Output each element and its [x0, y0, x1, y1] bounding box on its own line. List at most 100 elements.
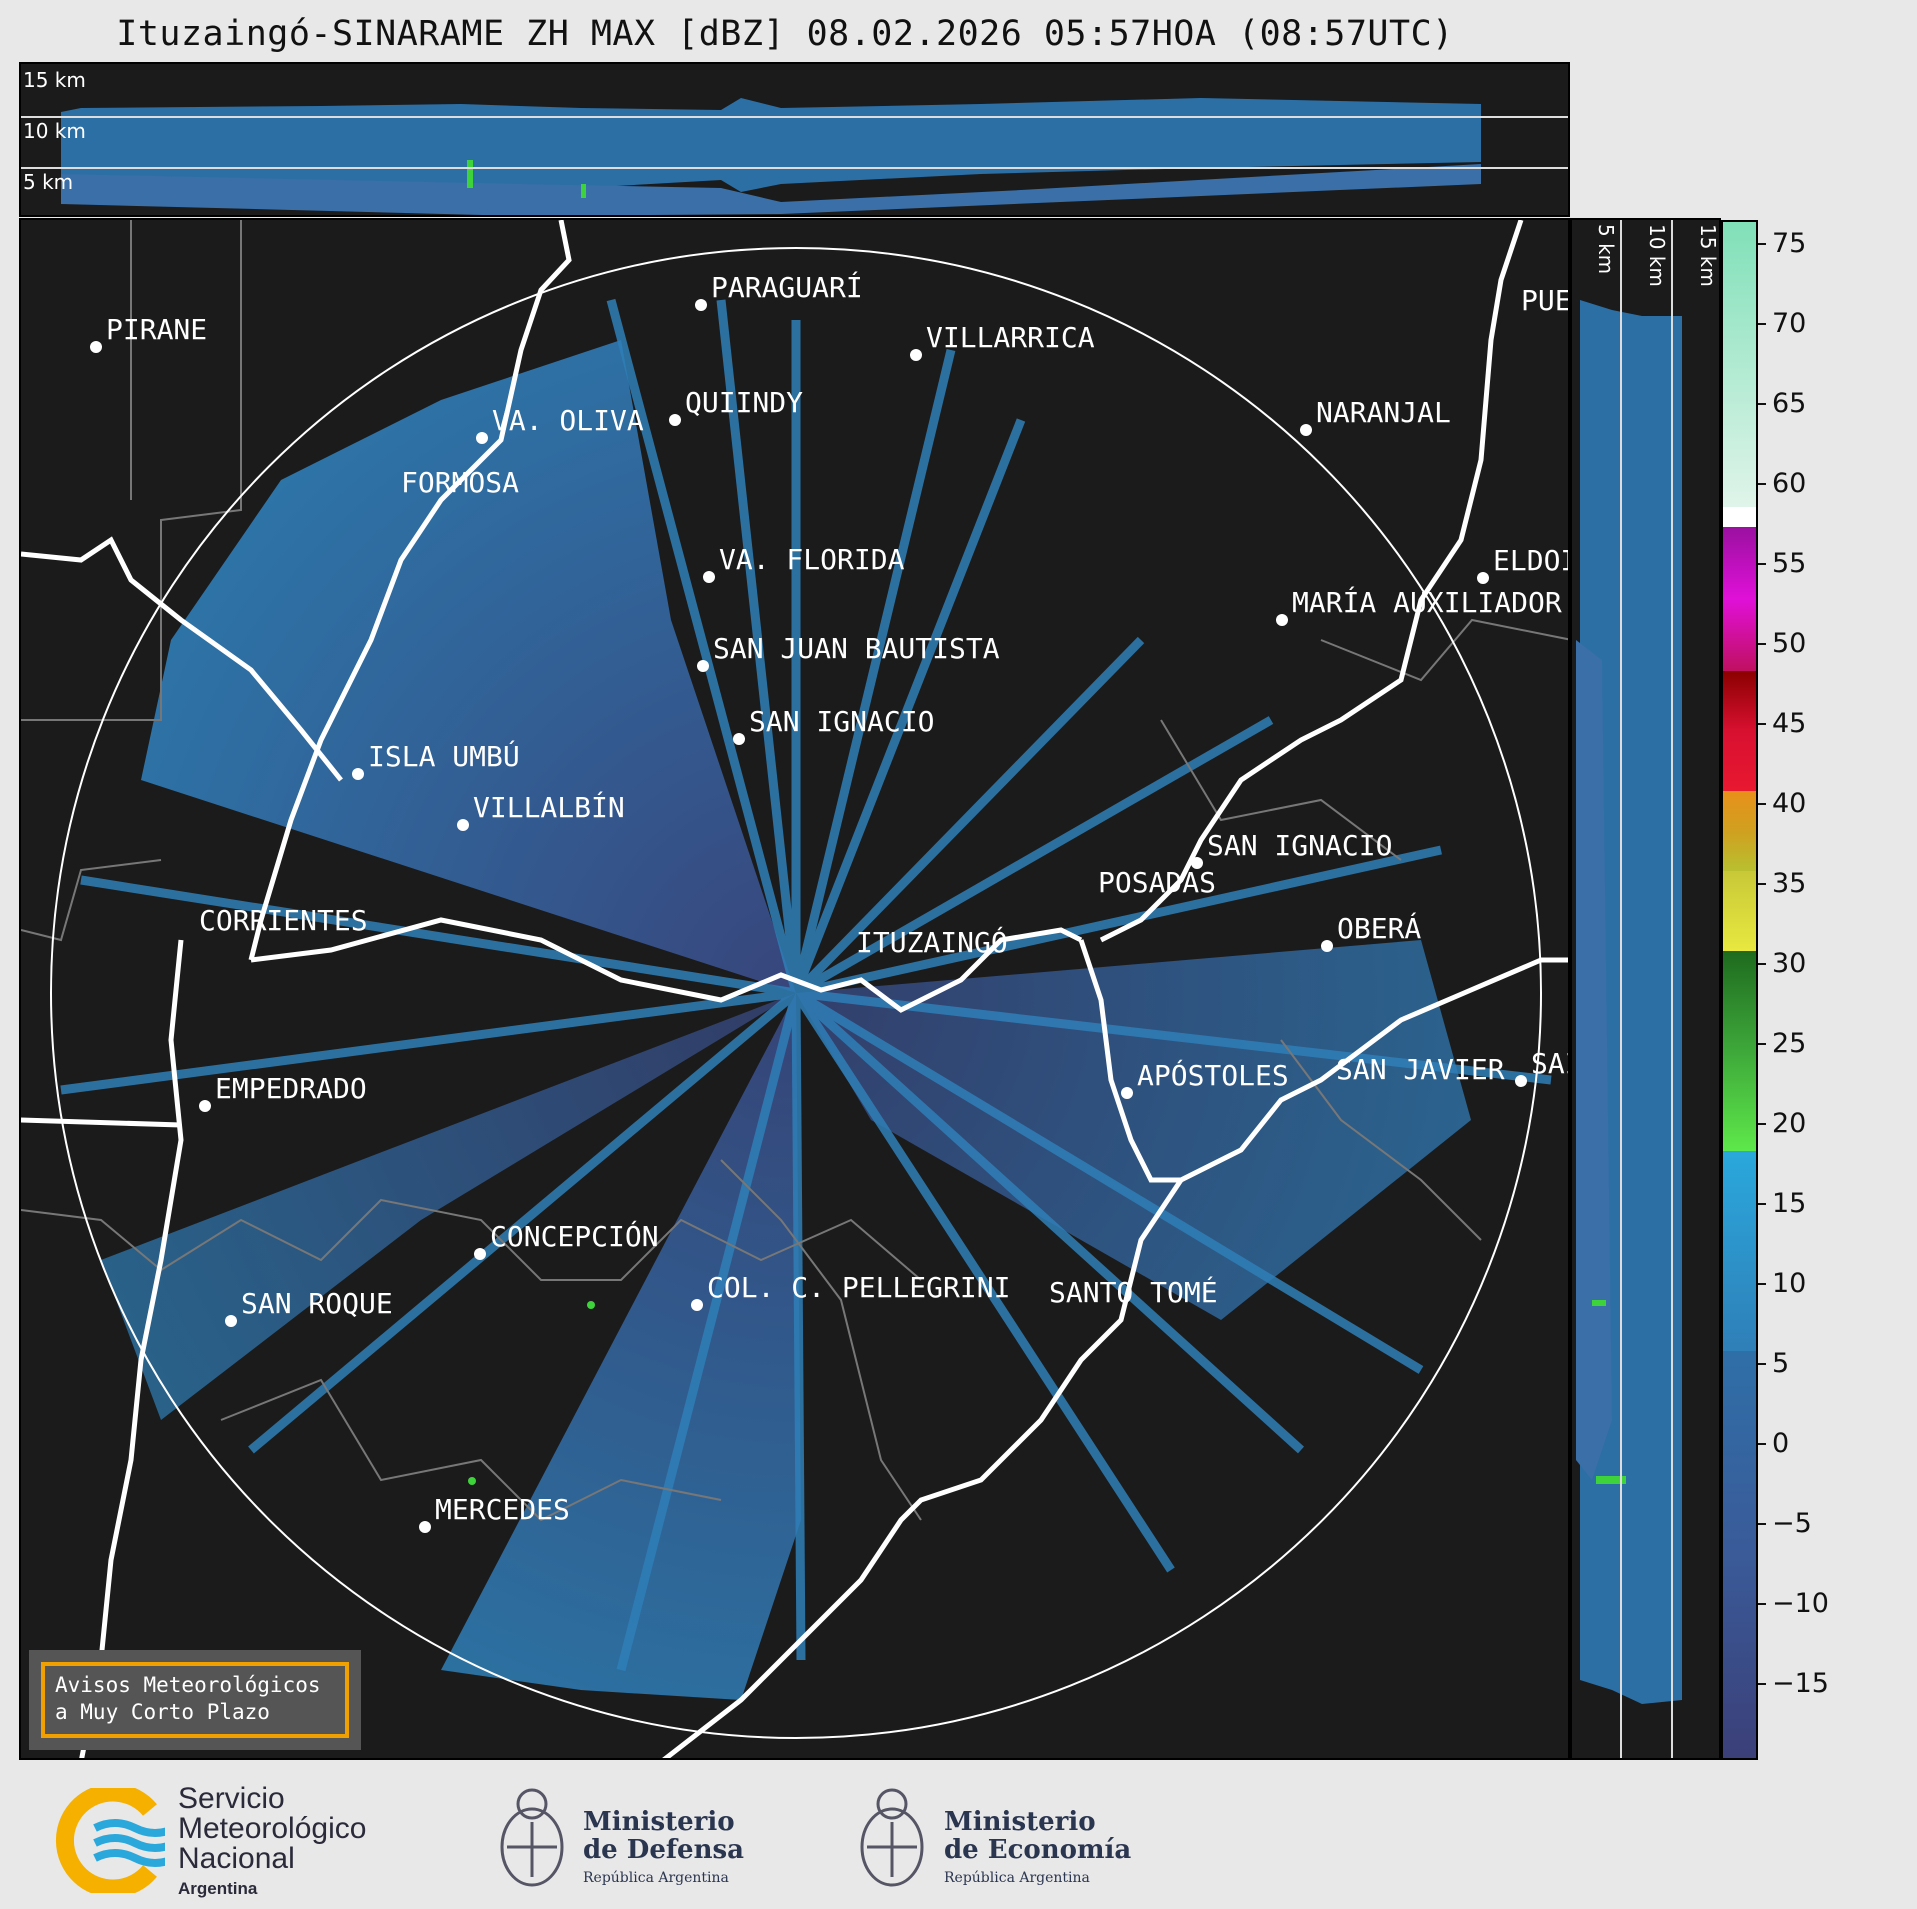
economia-line-2: de Economía [944, 1835, 1132, 1865]
colorbar-orange [1723, 791, 1756, 871]
cbar-tick-label: 15 [1772, 1188, 1807, 1219]
colorbar-red [1723, 671, 1756, 791]
economia-line-1: Ministerio [944, 1807, 1096, 1837]
city-label: ISLA UMBÚ [368, 740, 520, 773]
city-label: VILLALBÍN [473, 791, 625, 824]
warning-box-frame: Avisos Meteorológicos a Muy Corto Plazo [41, 1662, 349, 1738]
city-label: SAN IGNACIO [749, 705, 935, 738]
city-label: EMPEDRADO [215, 1072, 367, 1105]
right-alt-5km: 5 km [1594, 224, 1618, 275]
smn-logo-icon [56, 1783, 177, 1898]
city-label: QUIINDY [685, 386, 804, 419]
city-label: PARAGUARÍ [711, 271, 863, 304]
colorbar-navy [1723, 1351, 1756, 1758]
warning-box: Avisos Meteorológicos a Muy Corto Plazo [29, 1650, 361, 1750]
city-label: SAI [1531, 1047, 1568, 1080]
city-label: POSADAS [1098, 866, 1217, 899]
city-label: PUEI [1521, 284, 1570, 317]
economia-seal-icon [855, 1782, 930, 1902]
radar-spokes [60, 298, 1552, 1672]
cbar-tick-label: 35 [1772, 868, 1807, 899]
cbar-tick-label: 75 [1772, 228, 1807, 259]
smn-line-2: Meteorológico [178, 1812, 367, 1845]
city-label: SANTO TOMÉ [1049, 1276, 1218, 1309]
city-label: FORMOSA [401, 466, 520, 499]
city-label: PIRANE [106, 313, 208, 346]
cbar-tick-label: −5 [1772, 1508, 1812, 1539]
city-label: COL. C. PELLEGRINI [707, 1271, 1011, 1304]
cbar-tick-label: 65 [1772, 388, 1807, 419]
top-10km-line [21, 116, 1568, 118]
cbar-tick-label: 20 [1772, 1108, 1807, 1139]
defensa-line-2: de Defensa [583, 1835, 744, 1865]
top-alt-15km: 15 km [23, 68, 86, 92]
warning-line-2: a Muy Corto Plazo [55, 1700, 270, 1724]
cbar-tick-label: 0 [1772, 1428, 1790, 1459]
city-label: SAN JUAN BAUTISTA [713, 632, 1000, 665]
cbar-tick-label: 10 [1772, 1268, 1807, 1299]
smn-line-3: Nacional [178, 1842, 295, 1875]
smn-logo [55, 1783, 177, 1898]
right-alt-15km: 15 km [1696, 224, 1720, 287]
city-label: SAN IGNACIO [1207, 829, 1393, 862]
range-ring [50, 247, 1542, 1739]
top-5km-line [21, 167, 1568, 169]
cbar-tick-label: 45 [1772, 708, 1807, 739]
smn-logo-text: Servicio Meteorológico Nacional Argentin… [178, 1784, 366, 1904]
cbar-tick-label: 55 [1772, 548, 1807, 579]
cbar-tick-label: 40 [1772, 788, 1807, 819]
right-10km-line [1671, 220, 1673, 1758]
defensa-line-3: República Argentina [583, 1870, 729, 1886]
defensa-logo-text: Ministerio de Defensa República Argentin… [583, 1808, 744, 1892]
smn-line-4: Argentina [178, 1879, 258, 1898]
cbar-tick-label: 30 [1772, 948, 1807, 979]
city-label: CONCEPCIÓN [490, 1220, 659, 1253]
city-label: VILLARRICA [926, 321, 1095, 354]
colorbar-green [1723, 951, 1756, 1151]
radar-map-panel[interactable]: PIRANE PARAGUARÍ VILLARRICA QUIINDY VA. … [19, 218, 1570, 1760]
city-label: ELDOI [1493, 544, 1570, 577]
city-label: VA. FLORIDA [719, 543, 905, 576]
chart-title: Ituzaingó-SINARAME ZH MAX [dBZ] 08.02.20… [116, 14, 1454, 54]
right-cross-section-echo [1576, 300, 1682, 1704]
cbar-tick-label: 5 [1772, 1348, 1790, 1379]
economia-logo-text: Ministerio de Economía República Argenti… [944, 1808, 1131, 1892]
cbar-tick-label: −15 [1772, 1668, 1829, 1699]
defensa-seal-icon [495, 1782, 570, 1902]
rivers-borders [21, 220, 1568, 1758]
smn-line-1: Servicio [178, 1782, 285, 1815]
city-label: ITUZAINGÓ [856, 926, 1008, 959]
cbar-tick-label: 25 [1772, 1028, 1807, 1059]
cbar-tick-label: 70 [1772, 308, 1807, 339]
warning-line-1: Avisos Meteorológicos [55, 1673, 321, 1697]
top-cross-section-echo [61, 98, 1481, 215]
city-label: OBERÁ [1337, 912, 1422, 945]
cbar-tick-label: −10 [1772, 1588, 1829, 1619]
top-alt-10km: 10 km [23, 119, 86, 143]
top-cross-section-panel: 15 km 10 km 5 km [19, 62, 1570, 217]
city-label: NARANJAL [1316, 396, 1451, 429]
economia-line-3: República Argentina [944, 1870, 1090, 1886]
top-alt-5km: 5 km [23, 170, 74, 194]
radar-map-svg [21, 220, 1568, 1758]
cbar-tick-label: 60 [1772, 468, 1807, 499]
colorbar [1721, 220, 1758, 1760]
right-5km-line [1620, 220, 1622, 1758]
city-label: MARÍA AUXILIADOR [1292, 586, 1562, 619]
city-label: SAN ROQUE [241, 1287, 393, 1320]
colorbar-magenta [1723, 527, 1756, 671]
colorbar-mint [1723, 222, 1756, 507]
city-label: MERCEDES [435, 1493, 570, 1526]
footer-logos: Servicio Meteorológico Nacional Argentin… [0, 1770, 1917, 1909]
right-cross-section-panel: 5 km 10 km 15 km [1570, 218, 1721, 1760]
city-label: SAN JAVIER [1336, 1053, 1505, 1086]
city-label: CORRIENTES [199, 904, 368, 937]
city-label: VA. OLIVA [492, 404, 644, 437]
colorbar-blue [1723, 1151, 1756, 1351]
defensa-line-1: Ministerio [583, 1807, 735, 1837]
colorbar-yellow [1723, 871, 1756, 951]
city-label: APÓSTOLES [1137, 1059, 1289, 1092]
colorbar-white [1723, 507, 1756, 527]
right-alt-10km: 10 km [1645, 224, 1669, 287]
cbar-tick-label: 50 [1772, 628, 1807, 659]
